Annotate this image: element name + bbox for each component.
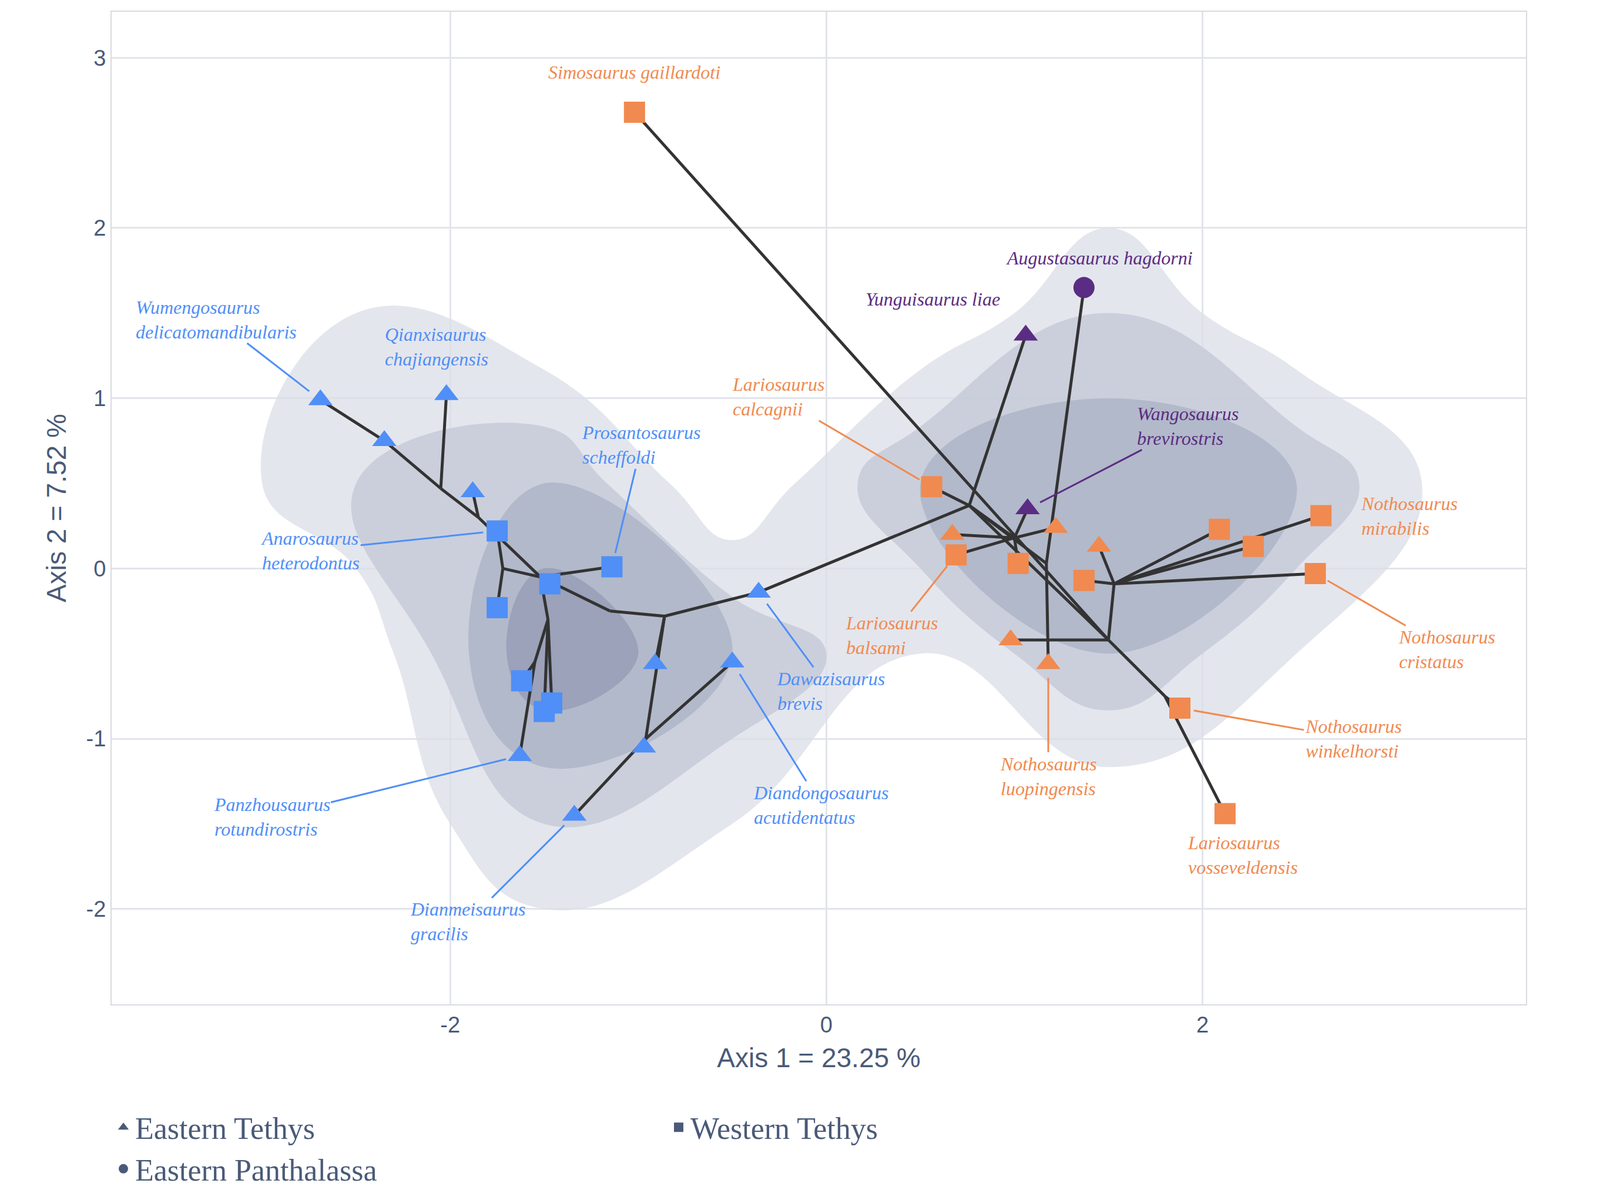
svg-text:Simosaurus gaillardoti: Simosaurus gaillardoti	[548, 61, 721, 83]
svg-text:Eastern Panthalassa: Eastern Panthalassa	[135, 1153, 378, 1187]
svg-text:Wangosaurusbrevirostris: Wangosaurusbrevirostris	[1136, 403, 1239, 449]
svg-text:Qianxisauruschajiangensis: Qianxisauruschajiangensis	[384, 323, 489, 370]
svg-text:-1: -1	[86, 726, 107, 751]
svg-text:Panzhousaurusrotundirostris: Panzhousaurusrotundirostris	[213, 793, 331, 840]
svg-text:Nothosauruscristatus: Nothosauruscristatus	[1398, 626, 1496, 673]
svg-text:0: 0	[820, 1012, 833, 1038]
svg-text:-2: -2	[440, 1012, 461, 1038]
svg-text:Prosantosaurusscheffoldi: Prosantosaurusscheffoldi	[581, 421, 701, 468]
svg-text:Western Tethys: Western Tethys	[690, 1111, 878, 1146]
svg-text:Lariosauruscalcagnii: Lariosauruscalcagnii	[732, 373, 825, 420]
svg-text:Yunguisaurus liae: Yunguisaurus liae	[865, 288, 1001, 310]
svg-text:Nothosaurusmirabilis: Nothosaurusmirabilis	[1360, 492, 1458, 539]
svg-text:Axis 2 = 7.52 %: Axis 2 = 7.52 %	[41, 413, 72, 603]
svg-text:Nothosauruswinkelhorsti: Nothosauruswinkelhorsti	[1305, 715, 1402, 762]
svg-text:Eastern Tethys: Eastern Tethys	[135, 1111, 315, 1146]
svg-text:Lariosaurusbalsami: Lariosaurusbalsami	[845, 612, 939, 659]
svg-text:Diandongosaurusacutidentatus: Diandongosaurusacutidentatus	[753, 782, 889, 828]
svg-text:3: 3	[93, 45, 106, 71]
svg-text:Wumengosaurusdelicatomandibula: Wumengosaurusdelicatomandibularis	[135, 296, 297, 343]
svg-text:2: 2	[93, 215, 106, 241]
svg-text:Augustasaurus hagdorni: Augustasaurus hagdorni	[1005, 247, 1193, 269]
svg-text:Dawazisaurusbrevis: Dawazisaurusbrevis	[776, 668, 885, 714]
svg-text:Dianmeisaurusgracilis: Dianmeisaurusgracilis	[410, 898, 526, 945]
svg-text:1: 1	[93, 386, 106, 411]
svg-text:Axis 1 = 23.25 %: Axis 1 = 23.25 %	[716, 1042, 921, 1073]
svg-text:-2: -2	[86, 896, 107, 922]
svg-text:Lariosaurusvosseveldensis: Lariosaurusvosseveldensis	[1187, 832, 1298, 878]
svg-text:0: 0	[93, 556, 106, 582]
svg-text:Nothosaurusluopingensis: Nothosaurusluopingensis	[1000, 753, 1098, 800]
svg-text:Anarosaurusheterodontus: Anarosaurusheterodontus	[260, 527, 360, 574]
svg-text:2: 2	[1196, 1012, 1209, 1038]
